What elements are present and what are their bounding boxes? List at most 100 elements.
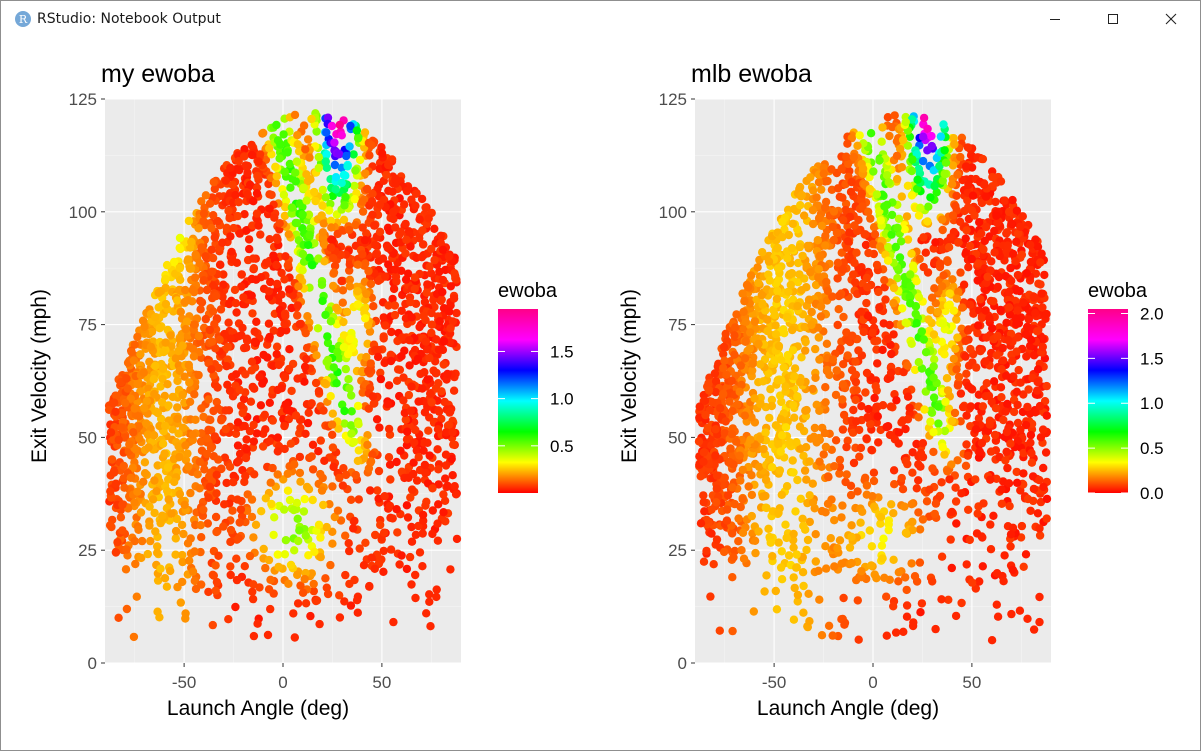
data-point — [177, 598, 185, 606]
data-point — [275, 361, 283, 369]
data-point — [319, 186, 327, 194]
data-point — [354, 261, 362, 269]
data-point — [414, 397, 422, 405]
data-point — [739, 466, 747, 474]
data-point — [836, 536, 844, 544]
data-point — [971, 475, 979, 483]
data-point — [344, 375, 352, 383]
data-point — [440, 360, 448, 368]
data-point — [173, 403, 181, 411]
data-point — [1042, 448, 1050, 456]
data-point — [153, 549, 161, 557]
close-button[interactable] — [1142, 1, 1200, 37]
data-point — [787, 281, 795, 289]
data-point — [866, 526, 874, 534]
data-point — [978, 314, 986, 322]
data-point — [194, 371, 202, 379]
data-point — [228, 255, 236, 263]
data-point — [882, 423, 890, 431]
minimize-button[interactable] — [1026, 1, 1084, 37]
data-point — [740, 555, 748, 563]
data-point — [396, 366, 404, 374]
data-point — [987, 447, 995, 455]
data-point — [964, 181, 972, 189]
data-point — [950, 355, 958, 363]
data-point — [997, 383, 1005, 391]
data-point — [874, 438, 882, 446]
data-point — [839, 425, 847, 433]
data-point — [904, 393, 912, 401]
data-point — [452, 309, 460, 317]
data-point — [265, 287, 273, 295]
data-point — [814, 567, 822, 575]
data-point — [993, 569, 1001, 577]
data-point — [248, 358, 256, 366]
data-point — [249, 533, 257, 541]
data-point — [347, 391, 355, 399]
data-point — [127, 474, 135, 482]
data-point — [231, 286, 239, 294]
data-point — [319, 228, 327, 236]
data-point — [832, 436, 840, 444]
title-bar[interactable]: R RStudio: Notebook Output — [1, 1, 1200, 37]
data-point — [301, 145, 309, 153]
data-point — [224, 207, 232, 215]
data-point — [280, 191, 288, 199]
data-point — [189, 286, 197, 294]
data-point — [874, 412, 882, 420]
data-point — [345, 142, 353, 150]
data-point — [140, 323, 148, 331]
data-point — [889, 509, 897, 517]
data-point — [383, 400, 391, 408]
data-point — [285, 285, 293, 293]
data-point — [184, 539, 192, 547]
maximize-button[interactable] — [1084, 1, 1142, 37]
data-point — [245, 245, 253, 253]
data-point — [861, 388, 869, 396]
data-point — [203, 434, 211, 442]
data-point — [183, 317, 191, 325]
data-point — [796, 243, 804, 251]
data-point — [776, 466, 784, 474]
data-point — [133, 380, 141, 388]
data-point — [368, 197, 376, 205]
data-point — [246, 552, 254, 560]
data-point — [1009, 372, 1017, 380]
data-point — [345, 539, 353, 547]
data-point — [415, 453, 423, 461]
data-point — [913, 484, 921, 492]
y-tick-label: 25 — [78, 541, 97, 560]
data-point — [438, 288, 446, 296]
data-point — [211, 432, 219, 440]
data-point — [862, 299, 870, 307]
data-point — [722, 330, 730, 338]
data-point — [296, 320, 304, 328]
data-point — [196, 305, 204, 313]
data-point — [298, 210, 306, 218]
data-point — [916, 255, 924, 263]
data-point — [362, 290, 370, 298]
data-point — [425, 214, 433, 222]
data-point — [194, 224, 202, 232]
data-point — [920, 263, 928, 271]
data-point — [235, 457, 243, 465]
data-point — [228, 181, 236, 189]
data-point — [1003, 464, 1011, 472]
data-point — [388, 188, 396, 196]
data-point — [161, 275, 169, 283]
data-point — [196, 484, 204, 492]
data-point — [300, 184, 308, 192]
data-point — [212, 528, 220, 536]
data-point — [294, 301, 302, 309]
data-point — [353, 287, 361, 295]
data-point — [245, 235, 253, 243]
data-point — [305, 485, 313, 493]
data-point — [207, 365, 215, 373]
data-point — [1012, 238, 1020, 246]
data-point — [345, 547, 353, 555]
data-point — [1043, 514, 1051, 522]
data-point — [403, 187, 411, 195]
data-point — [421, 408, 429, 416]
data-point — [423, 289, 431, 297]
